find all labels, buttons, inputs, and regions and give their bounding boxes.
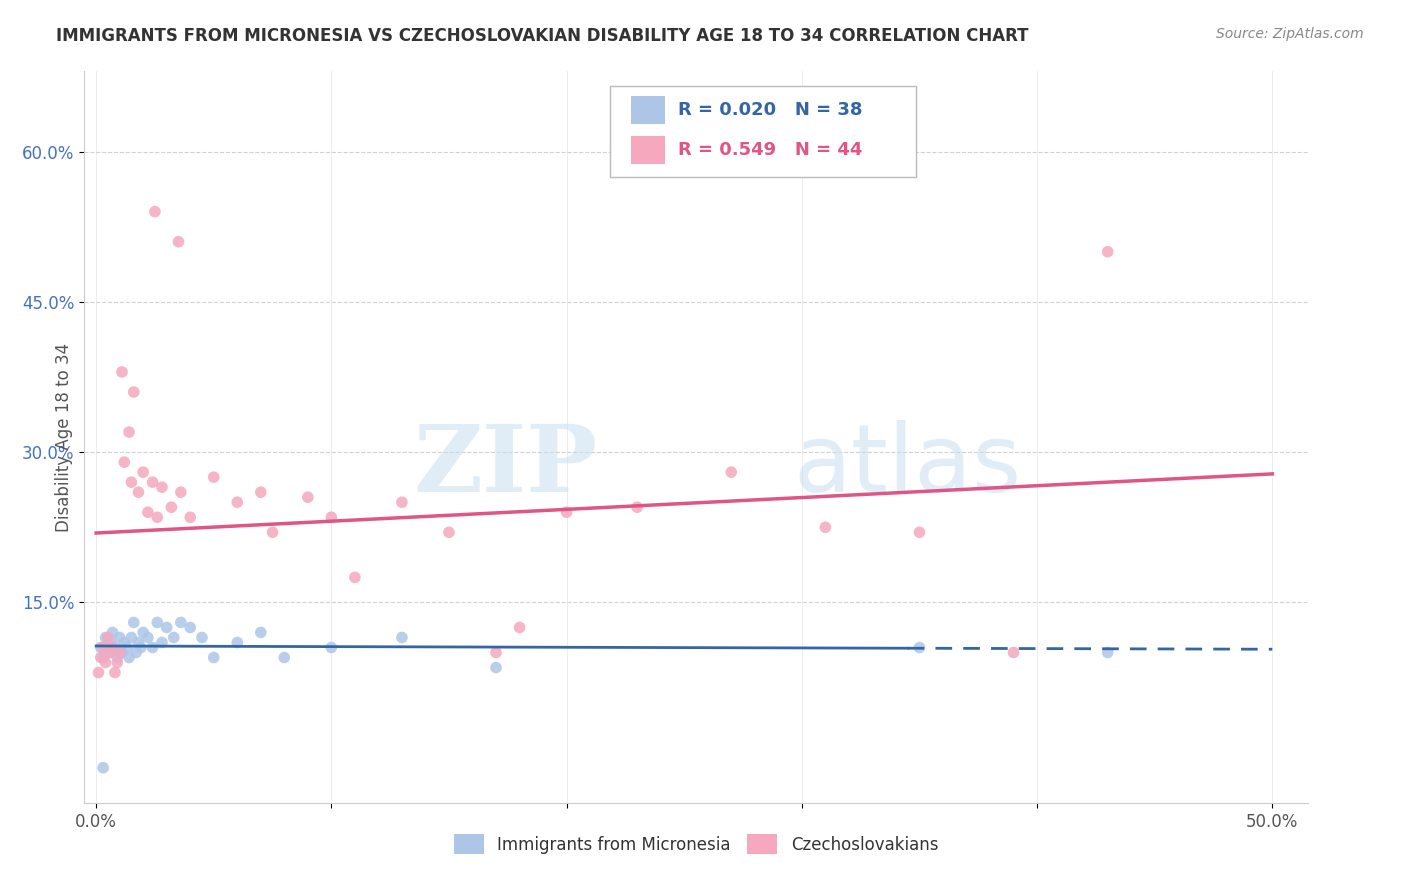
Point <box>120 631 142 645</box>
Point <box>321 640 343 655</box>
Point <box>108 646 131 660</box>
Point <box>90 640 112 655</box>
Point <box>127 485 149 500</box>
Point <box>105 650 128 665</box>
Point <box>1002 646 1025 660</box>
Point <box>143 204 166 219</box>
Point <box>170 485 193 500</box>
Y-axis label: Disability Age 18 to 34: Disability Age 18 to 34 <box>55 343 73 532</box>
Point <box>321 510 343 524</box>
Point <box>226 635 249 649</box>
Point <box>437 525 460 540</box>
Point <box>94 656 117 670</box>
Point <box>626 500 648 515</box>
Point <box>908 525 931 540</box>
Point <box>104 665 127 680</box>
Point <box>202 470 225 484</box>
Point <box>142 640 165 655</box>
Point <box>202 650 225 665</box>
Point <box>90 650 112 665</box>
Point <box>297 490 319 504</box>
Point <box>94 631 117 645</box>
Point <box>97 631 120 645</box>
Point <box>142 475 165 490</box>
Point <box>262 525 284 540</box>
Point <box>111 365 134 379</box>
Point <box>391 495 413 509</box>
Point <box>814 520 837 534</box>
Point <box>112 455 135 469</box>
Point <box>127 635 149 649</box>
Point <box>555 505 578 519</box>
Point <box>91 650 114 665</box>
Point <box>1097 646 1119 660</box>
Point <box>98 646 121 660</box>
Point <box>105 656 128 670</box>
Point <box>343 570 366 584</box>
Point <box>101 625 124 640</box>
Text: ZIP: ZIP <box>413 421 598 511</box>
Point <box>118 425 141 439</box>
Point <box>136 505 159 519</box>
Point <box>98 635 121 649</box>
Point <box>129 640 152 655</box>
Point <box>273 650 295 665</box>
Point <box>167 235 190 249</box>
Point <box>908 640 931 655</box>
Text: IMMIGRANTS FROM MICRONESIA VS CZECHOSLOVAKIAN DISABILITY AGE 18 TO 34 CORRELATIO: IMMIGRANTS FROM MICRONESIA VS CZECHOSLOV… <box>56 27 1029 45</box>
Point <box>485 660 508 674</box>
Text: R = 0.020   N = 38: R = 0.020 N = 38 <box>678 101 862 120</box>
Point <box>146 615 169 630</box>
Point <box>391 631 413 645</box>
Point <box>485 646 508 660</box>
Point <box>156 620 179 634</box>
Point <box>97 646 120 660</box>
Point <box>91 640 114 655</box>
Point <box>179 620 201 634</box>
Bar <box>631 136 665 163</box>
Text: Source: ZipAtlas.com: Source: ZipAtlas.com <box>1216 27 1364 41</box>
Point <box>150 480 173 494</box>
Point <box>146 510 169 524</box>
Point <box>91 761 114 775</box>
Point <box>132 625 155 640</box>
Point <box>122 384 145 399</box>
Point <box>115 640 138 655</box>
Point <box>112 635 135 649</box>
Point <box>150 635 173 649</box>
Point <box>1097 244 1119 259</box>
Point <box>101 640 124 655</box>
Text: R = 0.549   N = 44: R = 0.549 N = 44 <box>678 141 862 159</box>
Point <box>170 615 193 630</box>
Point <box>136 631 159 645</box>
Point <box>226 495 249 509</box>
Point <box>108 631 131 645</box>
Point <box>163 631 186 645</box>
Point <box>160 500 183 515</box>
Point <box>720 465 742 479</box>
Point <box>104 640 127 655</box>
Point <box>118 650 141 665</box>
Point <box>111 646 134 660</box>
Point <box>249 625 271 640</box>
Text: atlas: atlas <box>794 420 1022 512</box>
Point <box>122 615 145 630</box>
Point <box>125 646 148 660</box>
Point <box>179 510 201 524</box>
Point <box>191 631 214 645</box>
Point <box>132 465 155 479</box>
Point <box>249 485 271 500</box>
Point <box>120 475 142 490</box>
Point <box>509 620 531 634</box>
Point <box>87 665 110 680</box>
Legend: Immigrants from Micronesia, Czechoslovakians: Immigrants from Micronesia, Czechoslovak… <box>447 828 945 860</box>
FancyBboxPatch shape <box>610 86 917 178</box>
Bar <box>631 96 665 124</box>
